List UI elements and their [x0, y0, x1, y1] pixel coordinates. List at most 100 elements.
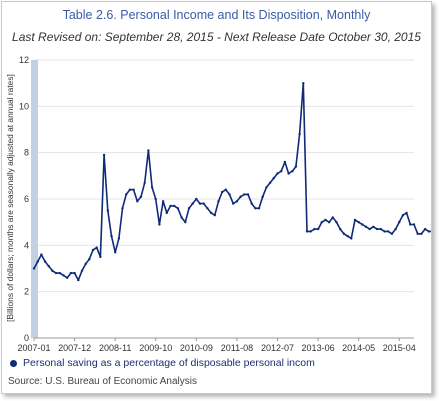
data-point[interactable]: [272, 176, 275, 180]
data-point[interactable]: [198, 202, 202, 205]
data-point[interactable]: [246, 193, 250, 196]
data-point[interactable]: [283, 160, 287, 164]
data-point[interactable]: [217, 200, 220, 203]
data-point[interactable]: [195, 197, 198, 201]
data-point[interactable]: [309, 230, 312, 233]
data-point[interactable]: [32, 267, 36, 270]
data-point[interactable]: [324, 218, 327, 222]
data-point[interactable]: [280, 170, 283, 173]
data-point[interactable]: [54, 271, 58, 275]
data-point[interactable]: [51, 269, 54, 272]
data-point[interactable]: [353, 218, 357, 222]
data-point[interactable]: [187, 207, 191, 210]
data-point[interactable]: [84, 262, 87, 266]
data-point[interactable]: [383, 230, 386, 233]
data-point[interactable]: [173, 204, 176, 208]
data-point[interactable]: [261, 195, 264, 198]
data-point[interactable]: [184, 221, 187, 224]
data-point[interactable]: [206, 207, 209, 210]
data-point[interactable]: [228, 193, 231, 196]
data-point[interactable]: [114, 251, 117, 254]
data-point[interactable]: [221, 190, 224, 194]
data-point[interactable]: [43, 260, 47, 263]
data-point[interactable]: [254, 207, 257, 210]
data-point[interactable]: [62, 274, 65, 277]
data-point[interactable]: [165, 211, 168, 215]
data-point[interactable]: [47, 265, 50, 268]
data-point[interactable]: [372, 225, 375, 228]
data-point[interactable]: [327, 221, 331, 224]
data-point[interactable]: [132, 188, 135, 191]
data-point[interactable]: [364, 225, 368, 228]
data-point[interactable]: [331, 216, 334, 219]
data-point[interactable]: [294, 165, 298, 168]
data-point[interactable]: [209, 211, 213, 215]
data-point[interactable]: [176, 207, 180, 210]
data-point[interactable]: [36, 260, 39, 263]
data-point[interactable]: [401, 214, 405, 217]
data-point[interactable]: [169, 204, 172, 208]
data-point[interactable]: [313, 227, 316, 231]
data-point[interactable]: [265, 186, 268, 189]
data-point[interactable]: [320, 221, 323, 224]
data-point[interactable]: [243, 193, 246, 196]
data-point[interactable]: [368, 227, 371, 231]
data-point[interactable]: [125, 193, 128, 196]
data-point[interactable]: [268, 181, 272, 184]
data-point[interactable]: [158, 223, 161, 226]
data-point[interactable]: [375, 227, 379, 231]
data-point[interactable]: [106, 209, 110, 212]
data-point[interactable]: [335, 221, 338, 224]
data-point[interactable]: [69, 271, 73, 275]
data-point[interactable]: [80, 269, 84, 272]
data-point[interactable]: [117, 237, 121, 240]
data-point[interactable]: [390, 232, 394, 235]
data-point[interactable]: [420, 232, 423, 235]
data-point[interactable]: [235, 200, 239, 203]
data-point[interactable]: [88, 258, 91, 261]
data-point[interactable]: [232, 202, 235, 205]
data-point[interactable]: [91, 248, 95, 252]
data-point[interactable]: [412, 223, 416, 226]
data-point[interactable]: [379, 227, 382, 231]
data-point[interactable]: [102, 153, 106, 157]
data-point[interactable]: [302, 82, 305, 85]
data-point[interactable]: [387, 230, 390, 233]
data-point[interactable]: [291, 170, 294, 173]
data-point[interactable]: [405, 211, 408, 215]
data-point[interactable]: [350, 237, 353, 240]
data-point[interactable]: [423, 227, 427, 231]
data-point[interactable]: [58, 271, 61, 275]
data-point[interactable]: [73, 271, 76, 275]
data-point[interactable]: [66, 276, 69, 279]
data-point[interactable]: [143, 181, 146, 184]
data-point[interactable]: [257, 207, 261, 210]
data-point[interactable]: [180, 216, 183, 219]
data-point[interactable]: [416, 232, 419, 235]
data-point[interactable]: [298, 132, 301, 136]
data-point[interactable]: [287, 172, 290, 175]
data-point[interactable]: [77, 278, 80, 282]
data-point[interactable]: [95, 246, 98, 249]
data-point[interactable]: [213, 214, 216, 217]
data-point[interactable]: [161, 200, 165, 203]
data-point[interactable]: [99, 255, 102, 259]
data-point[interactable]: [154, 197, 157, 201]
data-point[interactable]: [147, 149, 150, 152]
data-point[interactable]: [128, 188, 132, 191]
data-point[interactable]: [139, 195, 143, 198]
data-point[interactable]: [394, 227, 397, 231]
data-point[interactable]: [409, 223, 412, 226]
data-point[interactable]: [250, 202, 253, 205]
data-point[interactable]: [398, 221, 401, 224]
data-point[interactable]: [150, 186, 154, 189]
data-point[interactable]: [342, 232, 346, 235]
data-point[interactable]: [346, 234, 349, 238]
data-point[interactable]: [305, 230, 309, 233]
data-point[interactable]: [427, 230, 430, 233]
data-point[interactable]: [136, 200, 139, 203]
data-point[interactable]: [316, 227, 320, 231]
data-point[interactable]: [202, 202, 205, 205]
data-point[interactable]: [339, 227, 342, 231]
data-point[interactable]: [191, 202, 194, 205]
